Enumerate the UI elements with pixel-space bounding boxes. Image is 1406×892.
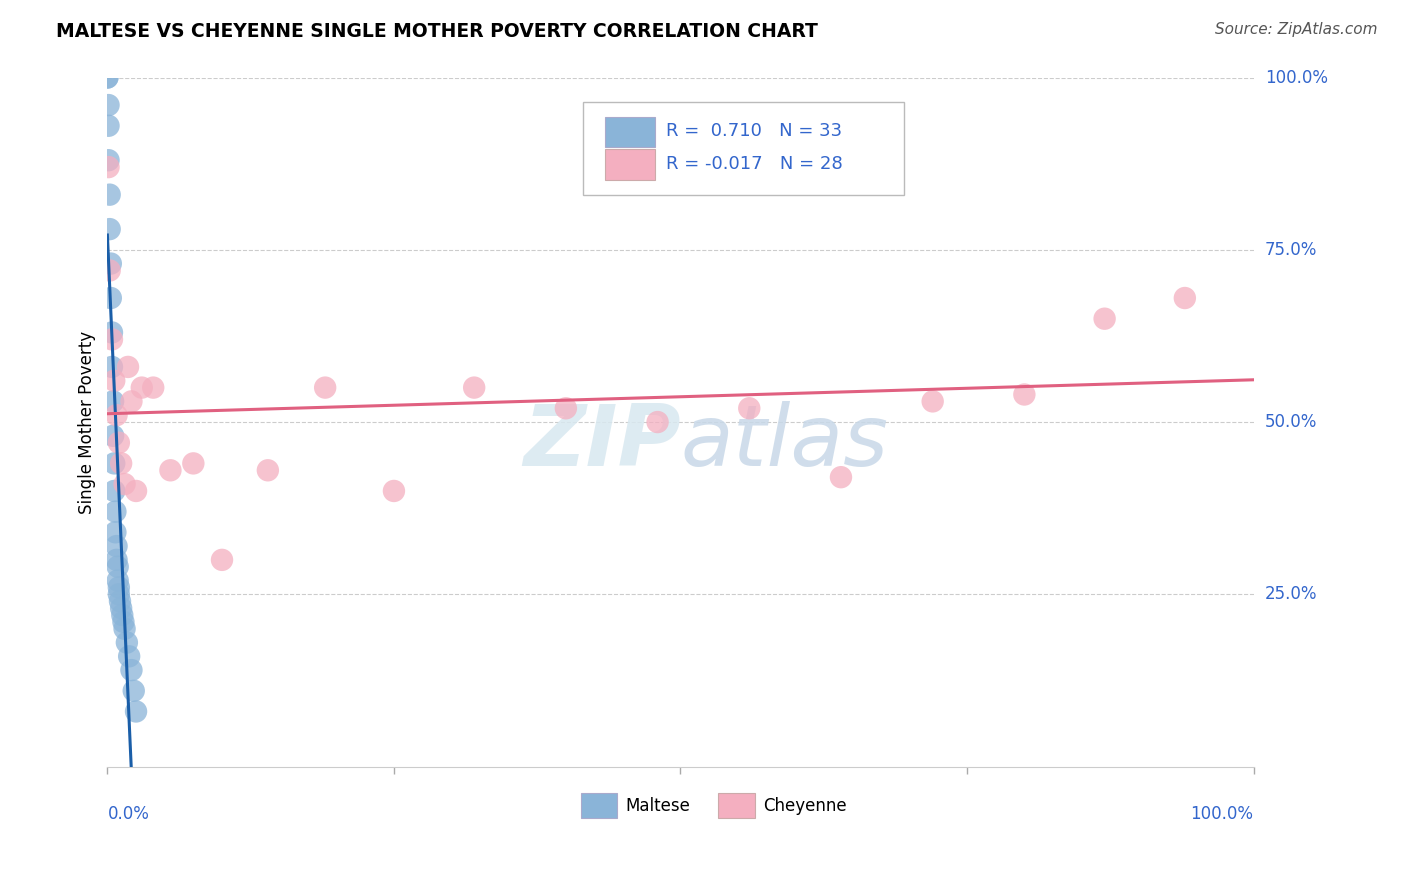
Point [647, 415, 669, 429]
Point [103, 457, 125, 471]
Point [111, 607, 134, 622]
Point [554, 401, 576, 416]
FancyBboxPatch shape [718, 794, 755, 818]
Point [921, 394, 943, 409]
Point [125, 483, 148, 498]
Point [114, 622, 136, 636]
Point [1014, 387, 1036, 401]
Text: Cheyenne: Cheyenne [763, 797, 846, 815]
Point [1094, 311, 1116, 326]
Text: R =  0.710   N = 33: R = 0.710 N = 33 [665, 121, 842, 139]
Point [183, 457, 205, 471]
Point [103, 374, 125, 388]
FancyBboxPatch shape [605, 117, 655, 147]
Point [98, 187, 121, 202]
Text: MALTESE VS CHEYENNE SINGLE MOTHER POVERTY CORRELATION CHART: MALTESE VS CHEYENNE SINGLE MOTHER POVERT… [56, 22, 818, 41]
Point [101, 394, 124, 409]
Point [115, 635, 138, 649]
Text: 0.0%: 0.0% [107, 805, 149, 823]
Point [211, 553, 233, 567]
Y-axis label: Single Mother Poverty: Single Mother Poverty [79, 331, 96, 514]
Point [1174, 291, 1197, 305]
Point [131, 381, 153, 395]
Point [101, 332, 124, 346]
Point [105, 539, 128, 553]
Point [314, 381, 336, 395]
Point [108, 435, 131, 450]
Point [125, 705, 148, 719]
Point [100, 291, 122, 305]
Point [738, 401, 761, 416]
Text: 100.0%: 100.0% [1265, 69, 1327, 87]
Point [107, 559, 129, 574]
Point [96, 70, 118, 85]
Text: Maltese: Maltese [626, 797, 690, 815]
Point [103, 483, 125, 498]
Point [120, 663, 142, 677]
Text: R = -0.017   N = 28: R = -0.017 N = 28 [665, 155, 842, 173]
Point [122, 683, 145, 698]
Text: 75.0%: 75.0% [1265, 241, 1317, 259]
Point [98, 263, 121, 277]
Point [159, 463, 181, 477]
Point [101, 359, 124, 374]
Point [110, 457, 132, 471]
Point [100, 256, 122, 270]
Point [142, 381, 165, 395]
Point [257, 463, 280, 477]
Point [463, 381, 485, 395]
Point [98, 222, 121, 236]
Point [382, 483, 405, 498]
Point [104, 525, 127, 540]
Text: atlas: atlas [681, 401, 889, 484]
Point [97, 160, 120, 174]
Point [112, 615, 135, 629]
Point [96, 70, 118, 85]
Point [118, 649, 141, 664]
Point [97, 153, 120, 168]
Text: 50.0%: 50.0% [1265, 413, 1317, 431]
Point [104, 505, 127, 519]
FancyBboxPatch shape [605, 149, 655, 179]
Text: ZIP: ZIP [523, 401, 681, 484]
Point [97, 98, 120, 112]
Point [101, 326, 124, 340]
Text: 100.0%: 100.0% [1191, 805, 1254, 823]
Point [110, 601, 132, 615]
Point [114, 477, 136, 491]
Point [830, 470, 852, 484]
Point [101, 429, 124, 443]
Point [108, 587, 131, 601]
Text: Source: ZipAtlas.com: Source: ZipAtlas.com [1215, 22, 1378, 37]
Text: 25.0%: 25.0% [1265, 585, 1317, 603]
Point [108, 581, 131, 595]
FancyBboxPatch shape [581, 794, 617, 818]
Point [107, 574, 129, 588]
Point [105, 408, 128, 422]
Point [120, 394, 142, 409]
Point [108, 594, 131, 608]
Point [97, 119, 120, 133]
FancyBboxPatch shape [583, 102, 904, 194]
Point [105, 553, 128, 567]
Point [117, 359, 139, 374]
